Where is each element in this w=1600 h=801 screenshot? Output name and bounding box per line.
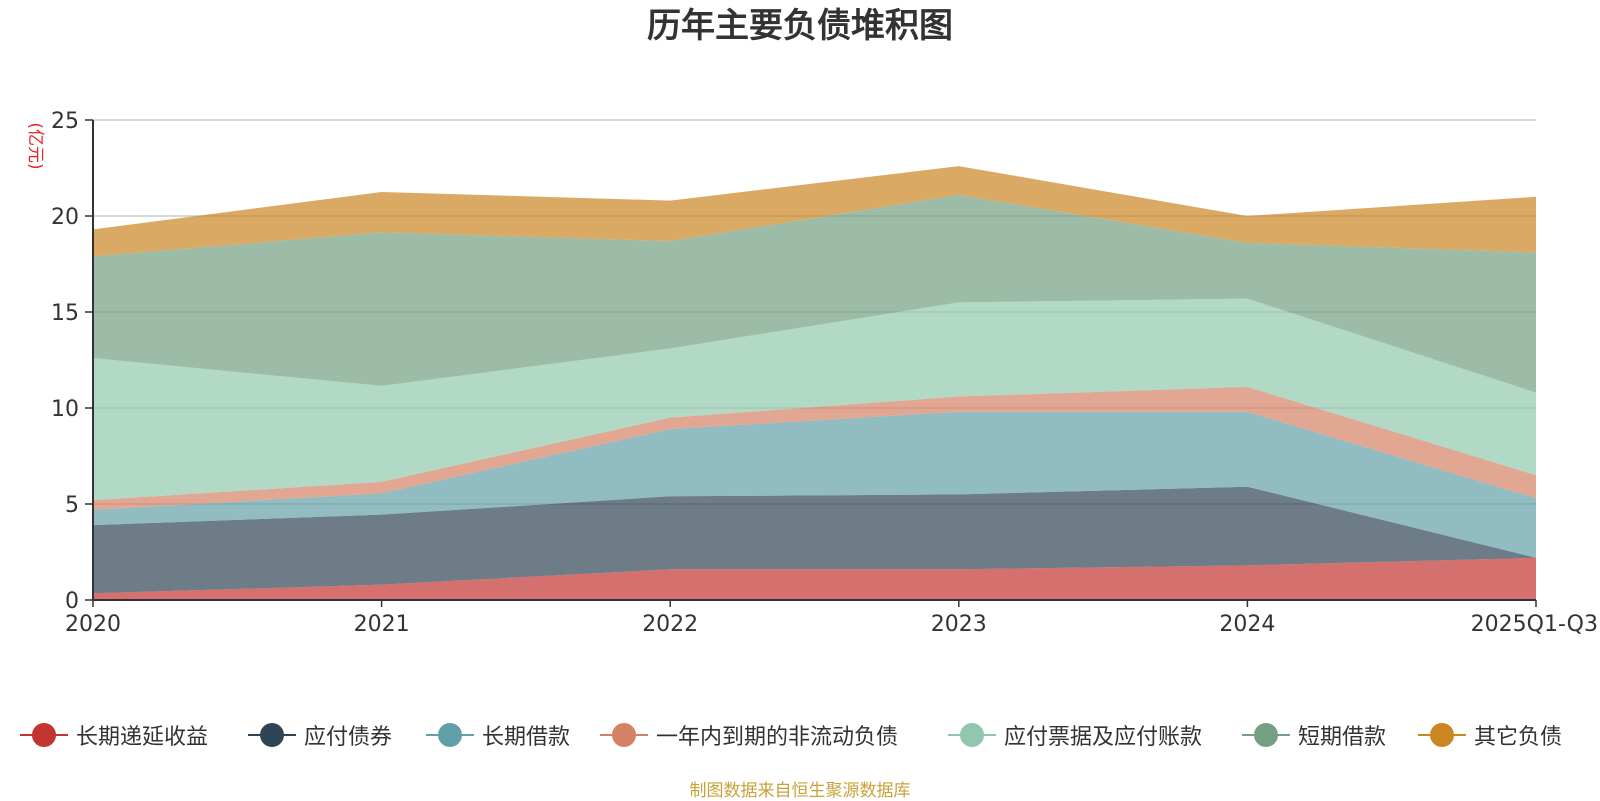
axes <box>92 120 1536 601</box>
legend-marker-icon <box>426 718 474 752</box>
area-series <box>93 166 1536 257</box>
y-axis-label: (亿元) <box>25 122 45 169</box>
legend-marker-icon <box>1418 718 1466 752</box>
legend-marker-icon <box>948 718 996 752</box>
y-tick-label: 10 <box>51 397 79 422</box>
chart-title: 历年主要负债堆积图 <box>647 6 953 46</box>
legend-item[interactable]: 长期借款 <box>426 718 570 752</box>
legend-item[interactable]: 短期借款 <box>1242 718 1386 752</box>
area-series <box>93 386 1536 510</box>
area-series <box>93 486 1536 594</box>
y-tick-label: 20 <box>51 205 79 230</box>
x-tick-label: 2020 <box>65 612 121 637</box>
y-tick-label: 5 <box>65 493 79 518</box>
y-tick-label: 0 <box>65 589 79 614</box>
legend-label: 其它负债 <box>1474 725 1563 750</box>
legend-label: 一年内到期的非流动负债 <box>656 725 899 750</box>
legend-marker-icon <box>1242 718 1290 752</box>
x-tick-label: 2025Q1-Q3 <box>1471 612 1598 637</box>
y-tick-label: 25 <box>51 109 79 134</box>
legend-item[interactable]: 长期递延收益 <box>20 718 208 752</box>
y-tick-labels: 0 5 10 15 20 25 <box>51 109 79 614</box>
legend-label: 长期递延收益 <box>76 725 209 750</box>
legend-marker-icon <box>248 718 296 752</box>
legend-label: 长期借款 <box>482 725 571 750</box>
legend-label: 应付债券 <box>304 725 393 750</box>
x-tick-label: 2024 <box>1219 612 1275 637</box>
legend: 长期递延收益 应付债券 长期借款 一年内到期的非流动负债 应付票据及应付账款 短期借款 其它… <box>20 718 1580 754</box>
x-tick-label: 2022 <box>642 612 698 637</box>
data-source-note: 制图数据来自恒生聚源数据库 <box>689 781 911 801</box>
x-tick-label: 2021 <box>354 612 410 637</box>
area-series <box>93 411 1536 558</box>
y-tick-label: 15 <box>51 301 79 326</box>
stacked-areas <box>93 166 1536 600</box>
x-tick-labels: 2020 2021 2022 2023 2024 2025Q1-Q3 <box>65 600 1598 637</box>
legend-label: 应付票据及应付账款 <box>1004 725 1203 750</box>
area-series <box>93 298 1536 501</box>
legend-label: 短期借款 <box>1298 725 1387 750</box>
x-tick-label: 2023 <box>931 612 987 637</box>
area-series <box>93 194 1536 393</box>
legend-item[interactable]: 其它负债 <box>1418 718 1562 752</box>
legend-item[interactable]: 一年内到期的非流动负债 <box>600 718 898 752</box>
area-series <box>93 557 1536 600</box>
legend-item[interactable]: 应付债券 <box>248 718 392 752</box>
legend-marker-icon <box>20 718 68 752</box>
legend-item[interactable]: 应付票据及应付账款 <box>948 718 1202 752</box>
legend-marker-icon <box>600 718 648 752</box>
